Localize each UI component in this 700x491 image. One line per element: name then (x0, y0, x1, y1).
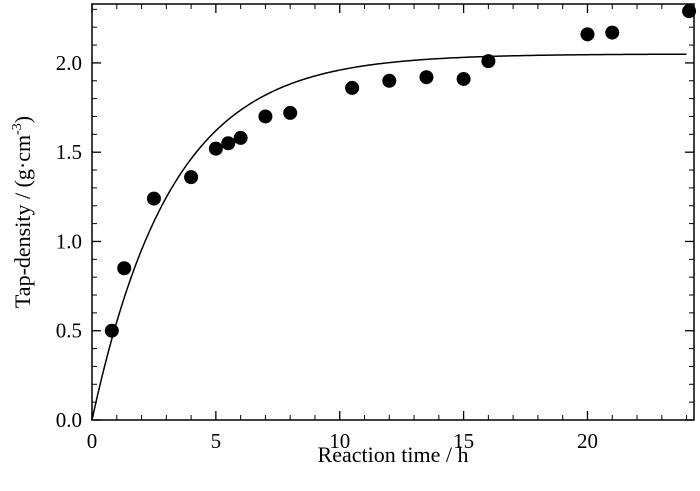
data-point (258, 109, 273, 124)
y-tick-label: 1.0 (56, 229, 82, 253)
data-point (456, 71, 471, 86)
y-tick-label: 0.5 (56, 319, 82, 343)
data-point (682, 4, 697, 19)
fit-curve (91, 53, 687, 421)
data-point (146, 191, 161, 206)
data-point (208, 141, 223, 156)
y-axis-title-superscript: -3 (10, 123, 25, 135)
data-point (283, 105, 298, 120)
y-tick-label: 0.0 (56, 408, 82, 432)
data-point (345, 80, 360, 95)
plot-area: 0 5 10 15 20 0.0 0.5 1.0 1.5 2.0 (56, 3, 697, 453)
data-point (481, 54, 496, 69)
x-tick-label: 5 (211, 429, 222, 453)
data-point (221, 136, 236, 151)
data-point (580, 27, 595, 42)
y-tick-label: 1.5 (56, 140, 82, 164)
data-point (605, 25, 620, 40)
data-point (419, 70, 434, 85)
data-point (117, 261, 132, 276)
x-tick-label: 10 (329, 429, 350, 453)
y-tick-label: 2.0 (56, 51, 82, 75)
plot-frame (91, 3, 695, 421)
x-axis-title: Reaction time / h (318, 442, 469, 467)
y-axis-title-tail: ) (10, 116, 35, 123)
y-axis-title: Tap-density / (g·cm-3) (10, 116, 35, 308)
data-point (104, 323, 119, 338)
x-tick-label: 15 (453, 429, 474, 453)
data-point (233, 130, 248, 145)
x-tick-label: 20 (577, 429, 598, 453)
y-axis-title-main: Tap-density / (g·cm (10, 135, 35, 308)
data-point (184, 170, 199, 185)
data-point (382, 73, 397, 88)
x-tick-label: 0 (87, 429, 98, 453)
